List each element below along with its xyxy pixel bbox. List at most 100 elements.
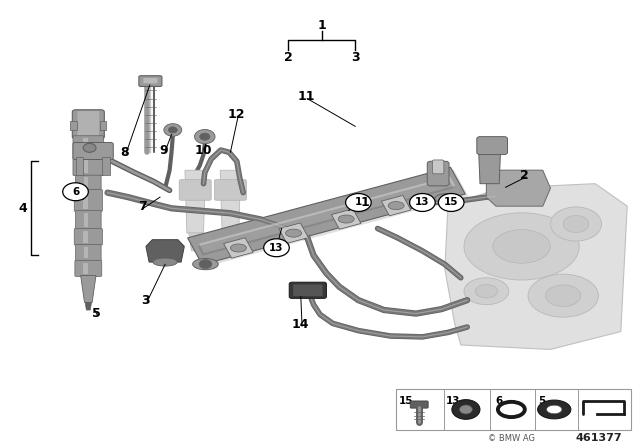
FancyBboxPatch shape xyxy=(76,211,101,229)
FancyBboxPatch shape xyxy=(214,180,246,200)
Circle shape xyxy=(410,194,435,211)
Text: 11: 11 xyxy=(297,90,315,103)
Bar xyxy=(83,231,88,243)
Ellipse shape xyxy=(230,244,246,252)
Text: 5: 5 xyxy=(538,396,545,405)
Text: 7: 7 xyxy=(138,200,147,214)
Ellipse shape xyxy=(338,215,354,223)
Ellipse shape xyxy=(550,207,602,241)
Ellipse shape xyxy=(464,278,509,305)
FancyBboxPatch shape xyxy=(428,161,449,186)
Polygon shape xyxy=(81,276,96,302)
Polygon shape xyxy=(223,238,253,258)
Text: 3: 3 xyxy=(351,51,360,64)
FancyBboxPatch shape xyxy=(410,401,428,408)
Ellipse shape xyxy=(193,258,218,270)
Bar xyxy=(84,247,88,258)
Ellipse shape xyxy=(493,229,550,263)
FancyBboxPatch shape xyxy=(73,142,113,159)
Text: 15: 15 xyxy=(399,396,413,405)
FancyBboxPatch shape xyxy=(74,190,102,211)
FancyBboxPatch shape xyxy=(72,110,104,139)
Polygon shape xyxy=(85,302,92,310)
Polygon shape xyxy=(220,170,241,233)
Polygon shape xyxy=(479,148,500,184)
Circle shape xyxy=(264,239,289,257)
Polygon shape xyxy=(185,170,205,233)
Ellipse shape xyxy=(545,285,581,306)
Text: 461377: 461377 xyxy=(575,433,621,443)
Text: 10: 10 xyxy=(195,144,212,158)
Circle shape xyxy=(63,183,88,201)
Polygon shape xyxy=(189,233,202,251)
Text: 4: 4 xyxy=(19,202,28,215)
FancyBboxPatch shape xyxy=(477,137,508,155)
Circle shape xyxy=(164,124,182,136)
Bar xyxy=(396,389,631,430)
Circle shape xyxy=(200,133,210,140)
Circle shape xyxy=(168,127,177,133)
Polygon shape xyxy=(486,170,550,206)
Bar xyxy=(76,157,83,175)
Text: 5: 5 xyxy=(92,307,100,320)
Ellipse shape xyxy=(528,274,598,317)
Polygon shape xyxy=(445,184,627,349)
Text: 14: 14 xyxy=(292,318,310,332)
FancyBboxPatch shape xyxy=(179,180,211,200)
Text: 6: 6 xyxy=(495,396,502,405)
FancyBboxPatch shape xyxy=(76,245,101,261)
Text: 15: 15 xyxy=(444,198,458,207)
FancyBboxPatch shape xyxy=(289,282,326,298)
FancyBboxPatch shape xyxy=(75,260,102,276)
Polygon shape xyxy=(332,209,361,229)
Text: 13: 13 xyxy=(446,396,460,405)
FancyBboxPatch shape xyxy=(433,160,444,174)
Ellipse shape xyxy=(388,202,404,210)
Text: 13: 13 xyxy=(269,243,284,253)
FancyBboxPatch shape xyxy=(293,284,323,296)
Ellipse shape xyxy=(563,215,589,233)
Text: 12: 12 xyxy=(228,108,246,121)
Ellipse shape xyxy=(547,405,562,414)
FancyBboxPatch shape xyxy=(76,175,101,191)
Polygon shape xyxy=(191,169,468,267)
FancyBboxPatch shape xyxy=(139,76,162,86)
Text: © BMW AG: © BMW AG xyxy=(488,434,536,443)
Circle shape xyxy=(460,405,472,414)
FancyBboxPatch shape xyxy=(74,228,102,245)
Ellipse shape xyxy=(475,284,498,298)
Text: 13: 13 xyxy=(415,198,429,207)
Text: 6: 6 xyxy=(72,187,79,197)
Text: 8: 8 xyxy=(120,146,129,159)
Ellipse shape xyxy=(464,213,579,280)
Polygon shape xyxy=(146,240,184,262)
Polygon shape xyxy=(224,233,237,251)
Circle shape xyxy=(83,143,96,152)
Ellipse shape xyxy=(285,229,301,237)
Circle shape xyxy=(199,260,212,269)
Text: 9: 9 xyxy=(159,143,168,157)
Text: 2: 2 xyxy=(284,51,292,64)
Polygon shape xyxy=(279,223,308,243)
FancyBboxPatch shape xyxy=(77,111,99,138)
Text: 1: 1 xyxy=(317,19,326,33)
Polygon shape xyxy=(381,195,411,216)
Circle shape xyxy=(452,400,480,419)
Circle shape xyxy=(346,194,371,211)
Ellipse shape xyxy=(538,400,571,419)
Bar xyxy=(102,157,110,175)
Bar xyxy=(84,213,88,227)
FancyBboxPatch shape xyxy=(143,78,157,83)
Polygon shape xyxy=(486,170,550,206)
Polygon shape xyxy=(188,167,465,265)
Text: 3: 3 xyxy=(141,293,150,307)
Bar xyxy=(83,263,88,274)
Polygon shape xyxy=(199,176,455,253)
Text: 1: 1 xyxy=(360,196,369,209)
Circle shape xyxy=(438,194,464,211)
Ellipse shape xyxy=(153,258,177,266)
Circle shape xyxy=(441,194,454,203)
Bar xyxy=(84,177,88,189)
Text: 1: 1 xyxy=(355,198,362,207)
Circle shape xyxy=(195,129,215,144)
